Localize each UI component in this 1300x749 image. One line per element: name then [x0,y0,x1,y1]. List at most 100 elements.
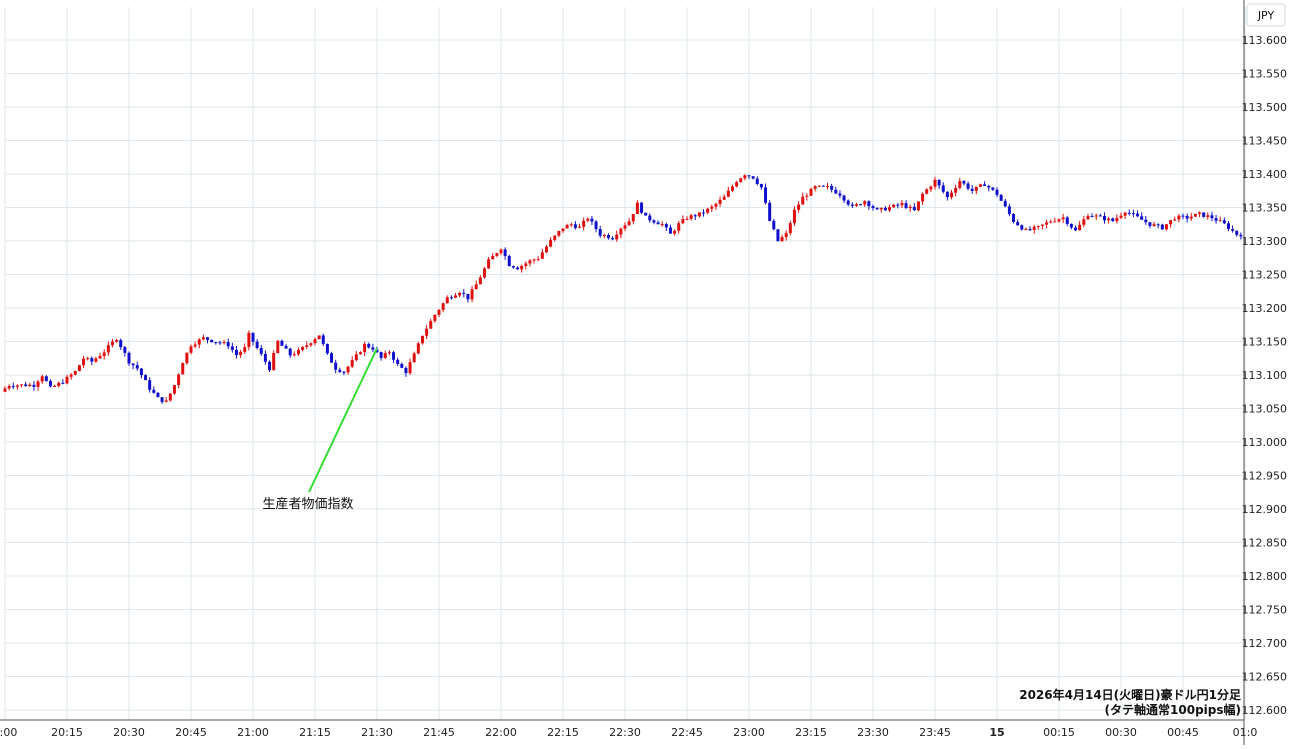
candle-body [44,376,48,382]
x-tick-label: 15 [989,726,1004,739]
x-tick-label: 22:30 [609,726,641,739]
currency-label-box: JPY [1246,3,1286,27]
candle-body [991,187,995,190]
candle-body [363,343,367,353]
candle-body [685,218,689,220]
y-tick-label: 113.450 [1242,135,1288,148]
candle-body [1119,215,1123,218]
candle-body [152,389,156,393]
candle-body [1235,230,1239,235]
candle-body [892,204,896,208]
footer-title: 2026年4月14日(火曜日)豪ドル円1分足 [1019,687,1241,702]
candle-body [69,374,73,377]
candle-body [102,352,106,356]
y-tick-label: 113.600 [1242,34,1288,47]
x-tick-label: 20:45 [175,726,207,739]
candle-body [854,204,858,206]
candle-body [606,235,610,239]
candle-body [747,175,751,177]
candle-body [1144,219,1148,223]
x-tick-label: 00:30 [1105,726,1137,739]
candle-body [1045,222,1049,225]
candle-body [772,220,776,230]
candle-body [470,289,474,300]
candle-body [549,239,553,247]
x-tick-label: 21:15 [299,726,331,739]
candle-body [929,186,933,190]
candle-body [983,184,987,186]
candle-body [474,284,478,290]
candle-body [1078,224,1082,231]
candle-body [656,222,660,225]
candle-body [259,347,263,354]
candle-body [739,178,743,183]
candle-body [189,346,193,353]
candle-body [445,297,449,304]
x-tick-label: 20:30 [113,726,145,739]
candle-body [305,345,309,347]
y-tick-label: 112.600 [1242,704,1288,717]
x-tick-label: 22:00 [485,726,517,739]
candle-body [441,303,445,310]
candle-body [251,332,255,342]
candle-body [1177,215,1181,220]
annotation-layer: 生産者物価指数 [262,347,378,512]
candle-body [1061,217,1065,220]
candle-body [784,233,788,238]
candle-body [768,202,772,221]
candle-body [276,340,280,353]
candle-body [139,368,143,376]
y-tick-label: 113.000 [1242,436,1288,449]
y-tick-label: 113.400 [1242,168,1288,181]
y-tick-label: 113.300 [1242,235,1288,248]
candle-body [1049,221,1053,223]
candle-body [1185,215,1189,219]
candle-body [28,384,32,387]
x-tick-label: 23:30 [857,726,889,739]
candle-body [1020,225,1024,230]
candle-body [392,352,396,360]
candle-body [1218,220,1222,222]
candle-body [263,353,267,362]
candle-body [507,255,511,267]
y-tick-label: 112.700 [1242,637,1288,650]
candle-body [499,249,503,254]
candle-body [115,340,119,342]
candle-body [230,346,234,350]
candle-body [834,189,838,194]
candle-body [776,229,780,242]
candle-body [466,293,470,300]
candle-body [933,179,937,187]
y-tick-label: 112.650 [1242,671,1288,684]
candle-body [313,339,317,344]
candle-body [788,223,792,234]
candle-body [358,352,362,355]
candle-body [999,194,1003,201]
candle-body [82,358,86,366]
candle-body [1181,215,1185,217]
candle-body [644,212,648,216]
candle-body [53,385,57,387]
candle-body [1214,218,1218,221]
candle-body [131,363,135,366]
candle-body [1202,212,1206,217]
candle-body [396,359,400,364]
candle-body [156,392,160,398]
x-tick-label: 21:45 [423,726,455,739]
candle-body [867,201,871,207]
annotation-pointer-line [308,347,378,493]
x-tick-label: 23:15 [795,726,827,739]
candle-body [916,201,920,211]
candle-body [379,352,383,358]
candle-body [495,253,499,256]
candle-body [590,218,594,222]
candle-body [677,223,681,231]
candle-body [735,182,739,187]
candle-body [301,346,305,350]
candle-body [714,203,718,207]
x-tick-label: 23:00 [733,726,765,739]
candles-layer [3,174,1243,404]
